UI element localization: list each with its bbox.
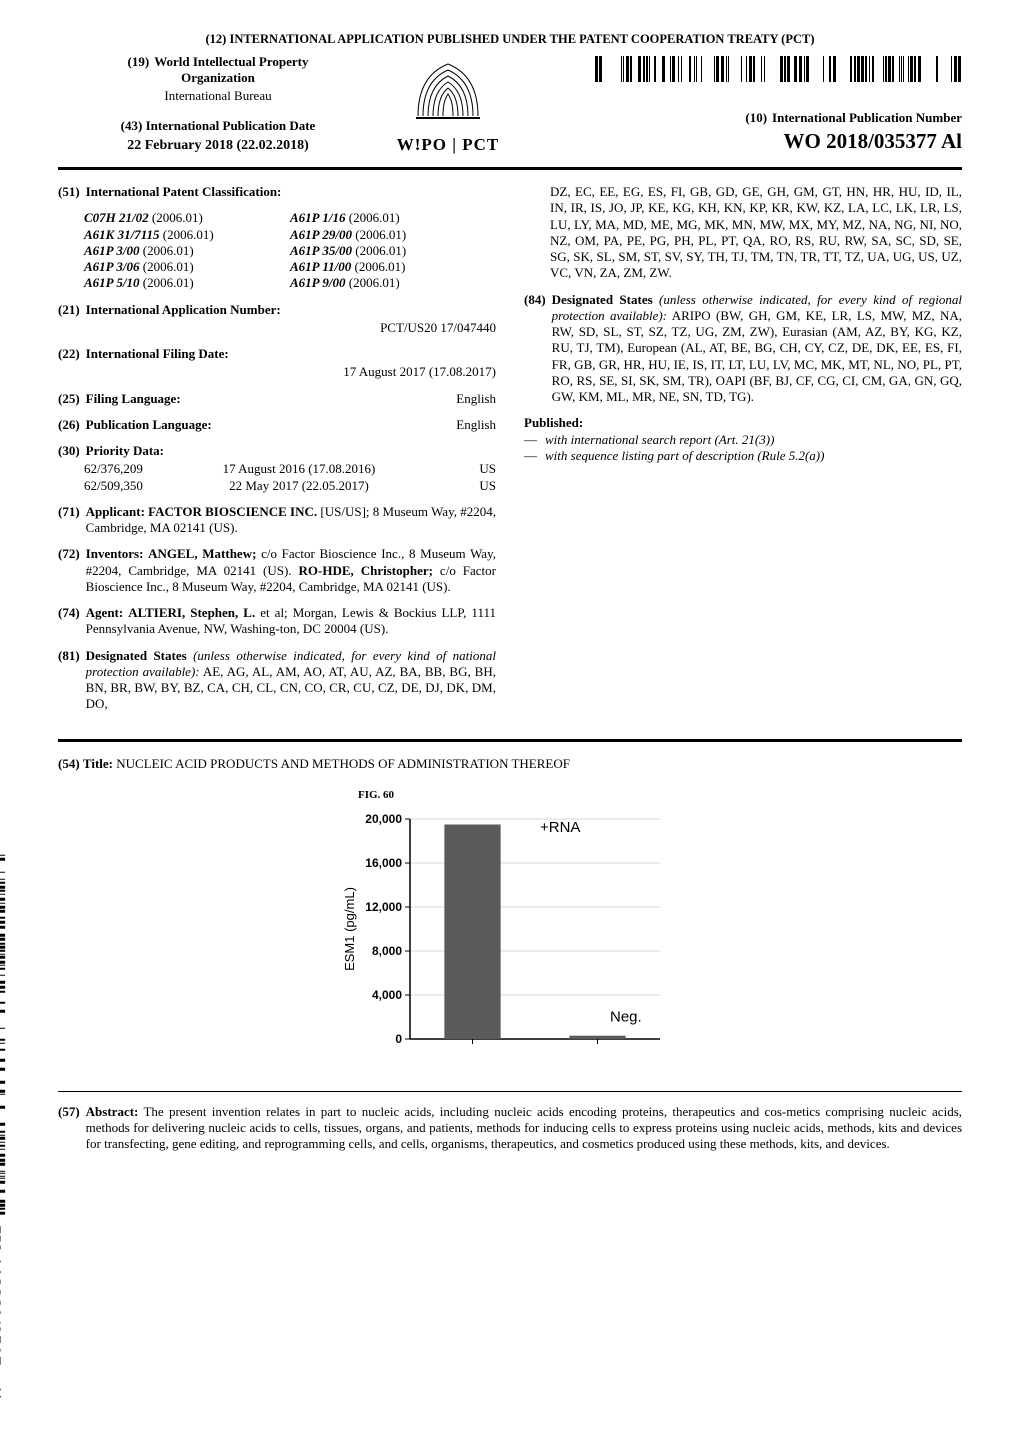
ipn-label: International Publication Number: [772, 110, 962, 126]
svg-text:Neg.: Neg.: [610, 1008, 642, 1025]
abstract-section: (57) Abstract: The present invention rel…: [58, 1092, 962, 1153]
field-57-label: Abstract:: [86, 1104, 139, 1119]
app-number: PCT/US20 17/047440: [86, 320, 496, 336]
field-54-num: (54): [58, 756, 80, 771]
priority-row: 62/509,35022 May 2017 (22.05.2017)US: [84, 478, 496, 494]
field-84: (84) Designated States (unless otherwise…: [524, 292, 962, 406]
field-51-label: International Patent Classification:: [86, 184, 282, 200]
filing-date: 17 August 2017 (17.08.2017): [86, 364, 496, 380]
field-30-num: (30): [58, 443, 80, 459]
field-26-num: (26): [58, 417, 80, 433]
field-21-num: (21): [58, 302, 80, 337]
svg-text:12,000: 12,000: [365, 900, 402, 914]
field-22-label: International Filing Date:: [86, 346, 229, 361]
barcode-top: [518, 56, 962, 86]
field-74: (74) Agent: ALTIERI, Stephen, L. et al; …: [58, 605, 496, 638]
field-71: (71) Applicant: FACTOR BIOSCIENCE INC. […: [58, 504, 496, 537]
biblio-section: (51) International Patent Classification…: [58, 170, 962, 742]
field-74-label: Agent:: [86, 605, 124, 620]
spine-docnum: 2018/035377 A1: [0, 1225, 7, 1366]
field-74-num: (74): [58, 605, 80, 638]
international-bureau: International Bureau: [58, 88, 378, 104]
publication-language: English: [218, 417, 496, 433]
biblio-col1: (51) International Patent Classification…: [58, 184, 496, 723]
header-left: (19) World Intellectual Property Organiz…: [58, 52, 378, 155]
figure-area: FIG. 60 0 4,000 8,000 12,000 16,000 20,000 +RN…: [58, 782, 962, 1092]
title-text: NUCLEIC ACID PRODUCTS AND METHODS OF ADM…: [116, 756, 570, 771]
published-item: with international search report (Art. 2…: [524, 432, 962, 448]
field-72-num: (72): [58, 546, 80, 595]
field-71-num: (71): [58, 504, 80, 537]
field-71-label: Applicant:: [86, 504, 145, 519]
field-30: (30) Priority Data:: [58, 443, 496, 459]
wipo-name-line1: World Intellectual Property: [154, 54, 308, 70]
field-19-num: (19): [128, 54, 150, 70]
field-57-num: (57): [58, 1104, 80, 1153]
svg-text:20,000: 20,000: [365, 812, 402, 826]
publication-date: 22 February 2018 (22.02.2018): [58, 137, 378, 155]
field-54-label: Title:: [83, 756, 113, 771]
ipc-table: C07H 21/02 (2006.01)A61P 1/16 (2006.01)A…: [84, 210, 496, 291]
svg-text:+RNA: +RNA: [540, 819, 580, 836]
field-84-num: (84): [524, 292, 546, 406]
field-21-label: International Application Number:: [86, 302, 281, 317]
field-10-num: (10): [745, 110, 767, 126]
field-72: (72) Inventors: ANGEL, Matthew; c/o Fact…: [58, 546, 496, 595]
ipc-row: A61P 3/00 (2006.01)A61P 35/00 (2006.01): [84, 243, 496, 259]
field-21: (21) International Application Number: P…: [58, 302, 496, 337]
pct-banner: (12) INTERNATIONAL APPLICATION PUBLISHED…: [58, 32, 962, 48]
ipc-row: A61P 5/10 (2006.01)A61P 9/00 (2006.01): [84, 275, 496, 291]
field-26-label: Publication Language:: [86, 417, 212, 433]
spine-prefix: Wº: [0, 1376, 7, 1403]
field-51: (51) International Patent Classification…: [58, 184, 496, 200]
header-center: W!PO | PCT: [378, 52, 518, 156]
field-22-num: (22): [58, 346, 80, 381]
svg-text:ESM1 (pg/mL): ESM1 (pg/mL): [342, 887, 357, 971]
priority-table: 62/376,20917 August 2016 (17.08.2016)US6…: [84, 461, 496, 494]
wipo-pct-text: W!PO | PCT: [378, 134, 518, 155]
header: (19) World Intellectual Property Organiz…: [58, 52, 962, 171]
wipo-logo-icon: [413, 56, 483, 126]
header-right: (10) International Publication Number WO…: [518, 52, 962, 155]
field-81-label: Designated States: [86, 648, 187, 663]
field-25-num: (25): [58, 391, 80, 407]
field-84-label: Designated States: [552, 292, 653, 307]
ipc-row: A61K 31/7115 (2006.01)A61P 29/00 (2006.0…: [84, 227, 496, 243]
bar-chart: 0 4,000 8,000 12,000 16,000 20,000 +RNA Neg. ESM…: [340, 809, 680, 1073]
field-25: (25) Filing Language: English: [58, 391, 496, 407]
svg-text:0: 0: [395, 1032, 402, 1046]
field-81-num: (81): [58, 648, 80, 713]
ipn-number: WO 2018/035377 Al: [518, 128, 962, 154]
wipo-name-line2: Organization: [58, 70, 378, 86]
spine-barcode: [0, 855, 12, 1215]
svg-text:8,000: 8,000: [372, 944, 402, 958]
spine: Wº 2018/035377 A1: [0, 855, 12, 1403]
ipc-row: A61P 3/06 (2006.01)A61P 11/00 (2006.01): [84, 259, 496, 275]
field-81-continuation: DZ, EC, EE, EG, ES, FI, GB, GD, GE, GH, …: [550, 184, 962, 282]
inventors-text: ANGEL, Matthew; c/o Factor Bioscience In…: [86, 546, 496, 594]
svg-text:4,000: 4,000: [372, 988, 402, 1002]
priority-row: 62/376,20917 August 2016 (17.08.2016)US: [84, 461, 496, 477]
field-25-label: Filing Language:: [86, 391, 181, 407]
figure-label: FIG. 60: [358, 789, 394, 801]
biblio-col2: DZ, EC, EE, EG, ES, FI, GB, GD, GE, GH, …: [524, 184, 962, 723]
agent-text: ALTIERI, Stephen, L. et al; Morgan, Lewi…: [86, 605, 496, 636]
field-72-label: Inventors:: [86, 546, 144, 561]
svg-text:16,000: 16,000: [365, 856, 402, 870]
ipc-row: C07H 21/02 (2006.01)A61P 1/16 (2006.01): [84, 210, 496, 226]
field-26: (26) Publication Language: English: [58, 417, 496, 433]
field-30-label: Priority Data:: [86, 443, 164, 459]
published-label: Published:: [524, 415, 962, 431]
field-22: (22) International Filing Date: 17 Augus…: [58, 346, 496, 381]
abstract-text: The present invention relates in part to…: [86, 1104, 962, 1152]
field-43-label: (43) International Publication Date: [58, 118, 378, 134]
published-item: with sequence listing part of descriptio…: [524, 448, 962, 464]
title-section: (54) Title: NUCLEIC ACID PRODUCTS AND ME…: [58, 742, 962, 782]
published-section: Published: with international search rep…: [524, 415, 962, 464]
filing-language: English: [187, 391, 496, 407]
applicant-text: FACTOR BIOSCIENCE INC. [US/US]; 8 Museum…: [86, 504, 496, 535]
field-51-num: (51): [58, 184, 80, 200]
field-81: (81) Designated States (unless otherwise…: [58, 648, 496, 713]
